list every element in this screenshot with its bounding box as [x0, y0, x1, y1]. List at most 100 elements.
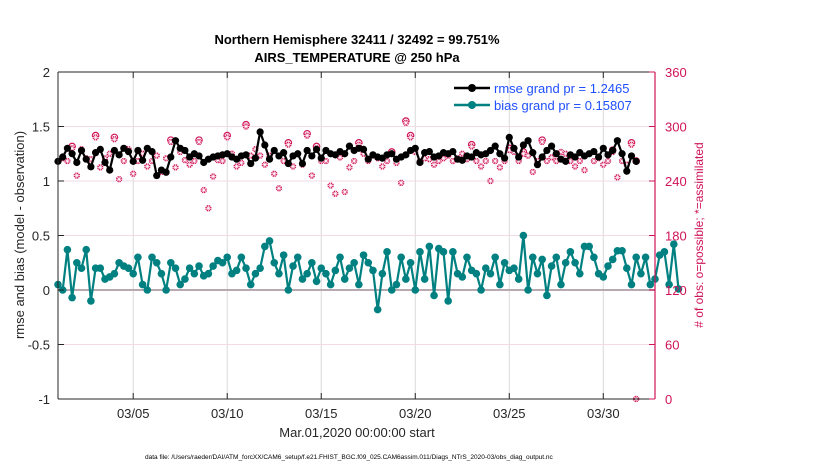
rmse-line: [57, 127, 638, 179]
rmse-point: [148, 147, 156, 156]
bias-point: [463, 253, 471, 262]
bias-point: [477, 286, 485, 294]
obs-assimilated-spoke: [529, 169, 536, 175]
bias-point: [566, 248, 575, 256]
obs-assimilated-spoke: [346, 164, 353, 171]
bias-point: [590, 253, 598, 262]
bias-point: [289, 262, 297, 270]
obs-assimilated-spoke: [332, 190, 339, 197]
obs-assimilated-spoke: [421, 155, 428, 162]
bias-point: [218, 258, 227, 267]
rmse-point: [519, 141, 527, 149]
y-axis-label-left: rmse and bias (model - observation): [12, 131, 27, 339]
bias-point: [242, 264, 250, 273]
rmse-point: [294, 150, 302, 158]
obs-assimilated-marker: [171, 163, 180, 171]
rmse-point: [59, 153, 67, 161]
rmse-point: [63, 144, 72, 152]
obs-assimilated-marker: [604, 157, 612, 165]
obs-assimilated-spoke: [482, 158, 489, 164]
bias-point: [627, 280, 636, 289]
bias-point: [77, 264, 86, 273]
obs-assimilated-marker: [341, 188, 349, 196]
obs-assimilated-marker: [529, 168, 537, 176]
bias-point: [157, 269, 166, 278]
bias-point: [392, 280, 401, 289]
obs-assimilated-marker: [110, 135, 119, 143]
obs-assimilated-marker: [627, 141, 636, 149]
rmse-point: [317, 154, 325, 162]
bias-point: [557, 280, 565, 289]
obs-assimilated-marker: [491, 157, 499, 165]
obs-assimilated-spoke: [459, 150, 466, 157]
bias-point: [561, 258, 570, 267]
obs-assimilated-spoke: [64, 158, 71, 164]
rmse-point: [449, 147, 457, 156]
bias-point: [298, 275, 307, 283]
bias-point: [176, 280, 185, 289]
rmse-point: [604, 151, 612, 159]
obs-assimilated-spoke: [351, 158, 357, 164]
obs-assimilated-marker: [482, 157, 490, 165]
obs-assimilated-spoke: [130, 170, 137, 177]
series-lines: [54, 127, 683, 314]
obs-assimilated-spoke: [478, 163, 484, 170]
obs-assimilated-marker: [195, 138, 203, 146]
bias-point: [496, 280, 504, 289]
rmse-point: [96, 145, 104, 153]
bias-point: [547, 262, 556, 270]
rmse-point: [500, 154, 509, 162]
obs-assimilated-spoke: [304, 132, 310, 139]
bias-point: [411, 286, 420, 294]
bias-point: [68, 293, 76, 302]
obs-assimilated-spoke: [468, 143, 475, 150]
obs-assimilated-marker: [331, 190, 339, 198]
obs-assimilated-spoke: [247, 152, 254, 159]
obs-assimilated-spoke: [74, 172, 80, 179]
rmse-point: [552, 150, 560, 158]
obs-assimilated-spoke: [196, 139, 202, 145]
legend-rmse-label: rmse grand pr = 1.2465: [494, 81, 630, 96]
bias-point: [73, 258, 81, 267]
bias-point: [491, 253, 499, 262]
bias-point: [322, 269, 330, 278]
bias-point: [604, 262, 612, 270]
bias-point: [500, 258, 509, 267]
bias-point: [472, 269, 481, 278]
obs-assimilated-marker: [430, 161, 438, 169]
bias-point: [265, 237, 274, 245]
bias-point: [420, 275, 429, 283]
bias-point: [204, 269, 213, 278]
rmse-point: [632, 157, 640, 165]
obs-assimilated-spoke: [473, 158, 480, 164]
bias-point: [369, 266, 377, 275]
obs-assimilated-marker: [115, 175, 123, 183]
bias-point: [571, 258, 579, 267]
obs-assimilated-spoke: [539, 139, 545, 145]
obs-assimilated-marker: [402, 119, 410, 127]
obs-assimilated-spoke: [144, 163, 151, 170]
y-right-tick-label: 0: [665, 392, 672, 407]
rmse-point: [609, 146, 617, 155]
rmse-point: [308, 152, 316, 160]
obs-assimilated-spoke: [309, 172, 315, 179]
rmse-point: [627, 152, 636, 160]
x-tick-label: 03/15: [305, 406, 338, 421]
obs-assimilated-marker: [120, 157, 128, 165]
bias-point: [134, 253, 142, 262]
obs-assimilated-marker: [580, 166, 589, 174]
x-tick-label: 03/25: [493, 406, 526, 421]
bias-point: [387, 286, 396, 294]
rmse-point: [529, 149, 537, 157]
rmse-point: [496, 150, 504, 158]
legend-rmse-marker: [468, 84, 476, 92]
rmse-point: [458, 156, 466, 164]
bias-point: [185, 264, 194, 273]
rmse-point: [303, 146, 311, 155]
rmse-point: [594, 153, 603, 161]
rmse-point: [543, 146, 551, 155]
bias-point: [397, 253, 405, 262]
bias-point: [510, 264, 518, 273]
bias-point: [665, 280, 673, 289]
obs-assimilated-marker: [590, 157, 598, 165]
